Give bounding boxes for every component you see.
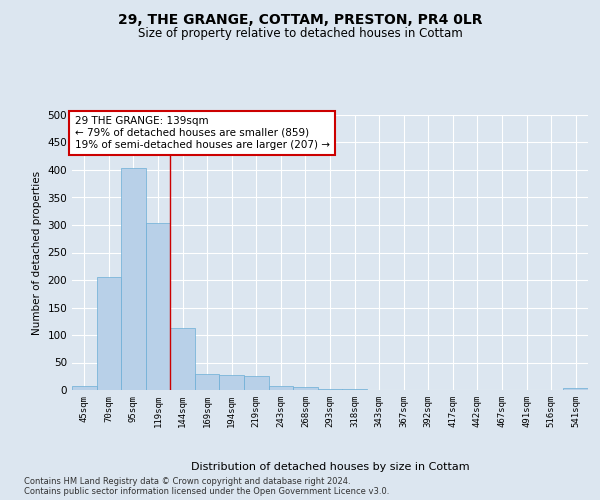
Bar xyxy=(563,388,588,390)
Bar xyxy=(97,277,121,390)
Text: Size of property relative to detached houses in Cottam: Size of property relative to detached ho… xyxy=(137,28,463,40)
Text: Contains public sector information licensed under the Open Government Licence v3: Contains public sector information licen… xyxy=(24,487,389,496)
Y-axis label: Number of detached properties: Number of detached properties xyxy=(32,170,42,334)
Bar xyxy=(244,376,269,390)
Bar xyxy=(293,386,318,390)
Bar xyxy=(146,224,170,390)
Text: Distribution of detached houses by size in Cottam: Distribution of detached houses by size … xyxy=(191,462,469,472)
Bar xyxy=(220,375,244,390)
Bar xyxy=(121,168,146,390)
Bar xyxy=(72,386,97,390)
Text: 29 THE GRANGE: 139sqm
← 79% of detached houses are smaller (859)
19% of semi-det: 29 THE GRANGE: 139sqm ← 79% of detached … xyxy=(74,116,329,150)
Bar xyxy=(318,389,342,390)
Bar xyxy=(170,328,195,390)
Text: Contains HM Land Registry data © Crown copyright and database right 2024.: Contains HM Land Registry data © Crown c… xyxy=(24,477,350,486)
Text: 29, THE GRANGE, COTTAM, PRESTON, PR4 0LR: 29, THE GRANGE, COTTAM, PRESTON, PR4 0LR xyxy=(118,12,482,26)
Bar xyxy=(195,374,220,390)
Bar xyxy=(269,386,293,390)
